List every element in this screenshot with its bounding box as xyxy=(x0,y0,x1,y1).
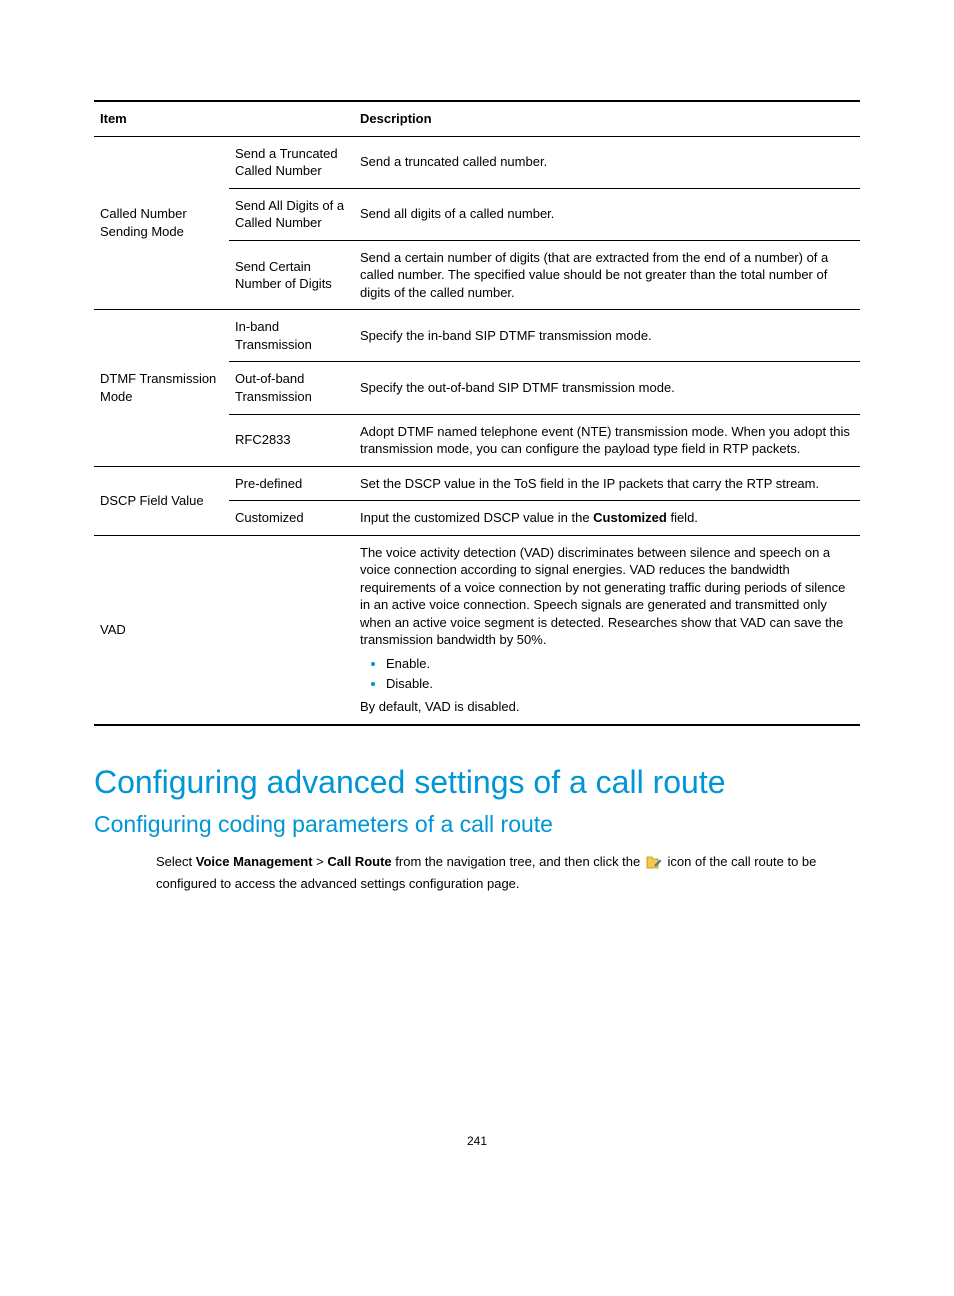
instruction-paragraph: Select Voice Management > Call Route fro… xyxy=(156,852,860,894)
cell-description: The voice activity detection (VAD) discr… xyxy=(354,535,860,724)
table-row: DTMF Transmission ModeIn-band Transmissi… xyxy=(94,310,860,362)
table-row: DSCP Field ValuePre-definedSet the DSCP … xyxy=(94,466,860,501)
section-heading-h2: Configuring coding parameters of a call … xyxy=(94,811,860,838)
cell-item: DTMF Transmission Mode xyxy=(94,310,229,466)
cell-subitem: Send a Truncated Called Number xyxy=(229,136,354,188)
cell-subitem: Out-of-band Transmission xyxy=(229,362,354,414)
cell-subitem: Send Certain Number of Digits xyxy=(229,240,354,310)
cell-item: DSCP Field Value xyxy=(94,466,229,535)
cell-subitem: RFC2833 xyxy=(229,414,354,466)
document-page: Item Description Called Number Sending M… xyxy=(0,0,954,1208)
section-heading-h1: Configuring advanced settings of a call … xyxy=(94,764,860,801)
breadcrumb-part-2: Call Route xyxy=(327,854,391,869)
cell-description: Input the customized DSCP value in the C… xyxy=(354,501,860,536)
parameters-table: Item Description Called Number Sending M… xyxy=(94,100,860,726)
table-body: Called Number Sending ModeSend a Truncat… xyxy=(94,136,860,725)
cell-description: Specify the out-of-band SIP DTMF transmi… xyxy=(354,362,860,414)
col-description: Description xyxy=(354,101,860,136)
table-row: VADThe voice activity detection (VAD) di… xyxy=(94,535,860,724)
page-number: 241 xyxy=(94,1134,860,1148)
cell-description: Send all digits of a called number. xyxy=(354,188,860,240)
cell-subitem: Customized xyxy=(229,501,354,536)
table-row: Called Number Sending ModeSend a Truncat… xyxy=(94,136,860,188)
cell-description: Send a certain number of digits (that ar… xyxy=(354,240,860,310)
cell-description: Send a truncated called number. xyxy=(354,136,860,188)
cell-item: VAD xyxy=(94,535,354,724)
cell-item: Called Number Sending Mode xyxy=(94,136,229,310)
cell-subitem: In-band Transmission xyxy=(229,310,354,362)
edit-config-icon xyxy=(646,855,662,875)
table-header-row: Item Description xyxy=(94,101,860,136)
text: Select xyxy=(156,854,196,869)
col-item: Item xyxy=(94,101,354,136)
breadcrumb-part-1: Voice Management xyxy=(196,854,313,869)
cell-description: Set the DSCP value in the ToS field in t… xyxy=(354,466,860,501)
text: > xyxy=(313,854,328,869)
cell-description: Adopt DTMF named telephone event (NTE) t… xyxy=(354,414,860,466)
cell-subitem: Pre-defined xyxy=(229,466,354,501)
cell-description: Specify the in-band SIP DTMF transmissio… xyxy=(354,310,860,362)
cell-subitem: Send All Digits of a Called Number xyxy=(229,188,354,240)
text: from the navigation tree, and then click… xyxy=(392,854,644,869)
